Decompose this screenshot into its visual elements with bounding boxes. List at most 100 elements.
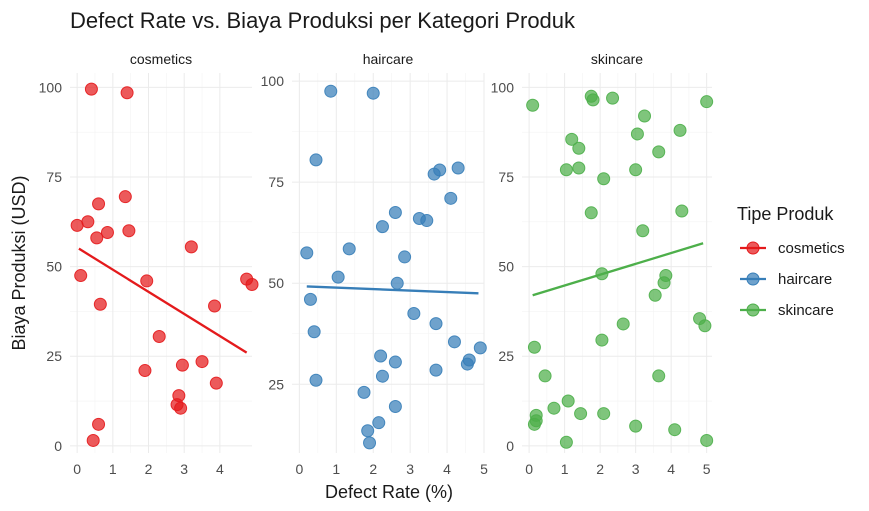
legend-key-point xyxy=(746,272,760,286)
data-point xyxy=(584,206,598,220)
x-tick-label: 1 xyxy=(109,461,117,477)
data-point xyxy=(429,317,443,331)
data-point xyxy=(324,84,338,98)
y-tick-label: 25 xyxy=(46,348,62,364)
y-tick-label: 100 xyxy=(491,79,515,95)
data-point xyxy=(372,416,386,430)
data-point xyxy=(638,109,652,123)
chart-title: Defect Rate vs. Biaya Produksi per Kateg… xyxy=(70,8,576,33)
y-tick-label: 75 xyxy=(498,169,514,185)
x-tick-label: 5 xyxy=(703,461,711,477)
y-axis-title: Biaya Produksi (USD) xyxy=(9,175,29,350)
x-tick-label: 3 xyxy=(406,461,414,477)
data-point xyxy=(538,369,552,383)
y-tick-label: 25 xyxy=(498,348,514,364)
x-tick-label: 4 xyxy=(216,461,224,477)
data-point xyxy=(209,376,223,390)
data-point xyxy=(175,358,189,372)
data-point xyxy=(572,161,586,175)
legend-label: haircare xyxy=(778,271,832,288)
data-point xyxy=(574,407,588,421)
x-tick-label: 1 xyxy=(332,461,340,477)
data-point xyxy=(374,349,388,363)
data-point xyxy=(616,317,630,331)
x-axis-title: Defect Rate (%) xyxy=(325,482,453,502)
data-point xyxy=(527,417,541,431)
legend-title: Tipe Produk xyxy=(737,204,834,224)
data-point xyxy=(100,226,114,240)
data-point xyxy=(429,363,443,377)
data-point xyxy=(357,385,371,399)
x-tick-label: 0 xyxy=(295,461,303,477)
y-tick-label: 100 xyxy=(39,79,63,95)
data-point xyxy=(93,297,107,311)
data-point xyxy=(657,276,671,290)
data-point xyxy=(208,299,222,313)
x-tick-label: 2 xyxy=(596,461,604,477)
data-point xyxy=(81,215,95,229)
data-point xyxy=(462,353,476,367)
data-point xyxy=(309,373,323,387)
data-point xyxy=(74,269,88,283)
data-point xyxy=(586,93,600,107)
data-point xyxy=(122,224,136,238)
data-point xyxy=(342,242,356,256)
data-point xyxy=(420,214,434,228)
x-tick-label: 2 xyxy=(369,461,377,477)
trend-line-skincare xyxy=(532,242,704,297)
facet-label-skincare: skincare xyxy=(591,51,643,67)
data-point xyxy=(629,419,643,433)
data-point xyxy=(675,204,689,218)
y-tick-label: 0 xyxy=(506,438,514,454)
data-point xyxy=(606,91,620,105)
x-tick-label: 3 xyxy=(180,461,188,477)
data-point xyxy=(597,172,611,186)
y-tick-label: 0 xyxy=(54,438,62,454)
data-point xyxy=(668,423,682,437)
x-tick-label: 4 xyxy=(443,461,451,477)
data-point xyxy=(375,220,389,234)
x-tick-label: 0 xyxy=(525,461,533,477)
x-tick-label: 1 xyxy=(561,461,569,477)
y-tick-label: 50 xyxy=(46,259,62,275)
data-point xyxy=(572,141,586,155)
data-point xyxy=(630,127,644,141)
data-point xyxy=(473,341,487,355)
data-point xyxy=(597,407,611,421)
data-point xyxy=(407,307,421,321)
data-point xyxy=(565,132,579,146)
data-point xyxy=(652,145,666,159)
data-point xyxy=(388,205,402,219)
x-tick-label: 2 xyxy=(145,461,153,477)
legend: Tipe Produk cosmetics haircare skincare xyxy=(737,204,845,319)
data-point xyxy=(90,231,104,245)
y-tick-label: 100 xyxy=(261,73,285,89)
data-point xyxy=(559,435,573,449)
legend-item-cosmetics: cosmetics xyxy=(740,240,845,257)
legend-item-skincare: skincare xyxy=(740,302,834,319)
data-point xyxy=(595,333,609,347)
data-point xyxy=(388,400,402,414)
data-point xyxy=(447,335,461,349)
x-tick-label: 3 xyxy=(632,461,640,477)
data-point xyxy=(561,394,575,408)
trend-line-cosmetics xyxy=(78,247,248,354)
data-point xyxy=(70,218,84,232)
legend-label: cosmetics xyxy=(778,240,845,257)
data-point xyxy=(300,246,314,260)
data-point xyxy=(120,86,134,100)
data-point xyxy=(366,86,380,100)
panel-haircare: 0 1 2 3 4 5 25 50 75 100 haircare xyxy=(261,51,488,477)
data-point xyxy=(195,355,209,369)
data-point xyxy=(331,270,345,284)
data-point xyxy=(84,82,98,96)
data-point xyxy=(698,319,712,333)
y-tick-label: 50 xyxy=(498,259,514,275)
panel-cosmetics: 0 1 2 3 4 0 25 50 75 100 cosmetics xyxy=(39,51,259,477)
data-point xyxy=(444,191,458,205)
data-point xyxy=(547,401,561,415)
legend-key-point xyxy=(746,241,760,255)
data-point xyxy=(673,123,687,137)
